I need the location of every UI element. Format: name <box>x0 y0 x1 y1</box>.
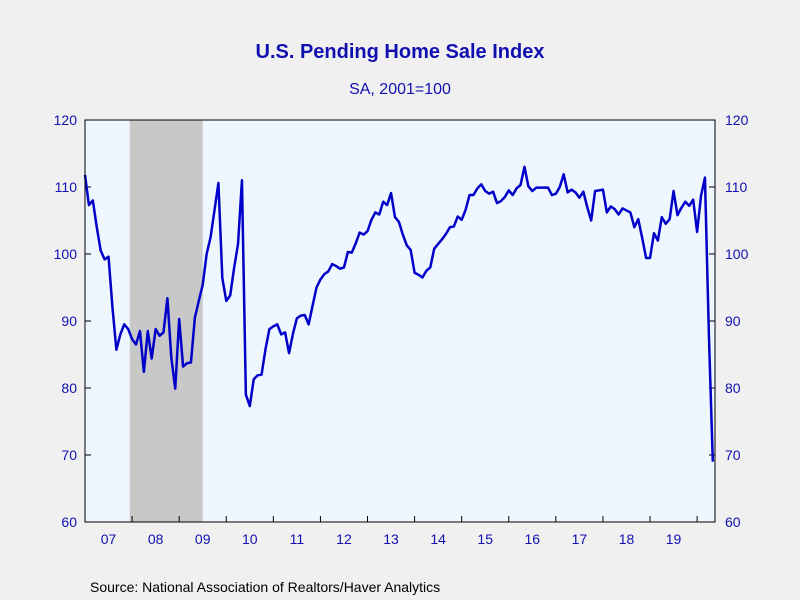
y-axis-left: 60 70 80 90 100 110 120 <box>54 112 91 530</box>
chart-title: U.S. Pending Home Sale Index <box>256 41 545 63</box>
x-tick-label: 15 <box>477 531 493 547</box>
x-tick-label: 12 <box>336 531 352 547</box>
series-line <box>83 165 715 462</box>
x-tick-label: 14 <box>430 531 446 547</box>
y-tick-label: 70 <box>725 447 741 463</box>
plot-frame <box>84 119 716 523</box>
chart-subtitle: SA, 2001=100 <box>349 81 451 98</box>
x-tick-label: 17 <box>572 531 588 547</box>
x-tick-label: 13 <box>383 531 399 547</box>
y-tick-label: 120 <box>725 112 749 128</box>
y-tick-label: 80 <box>725 380 741 396</box>
y-tick-label: 90 <box>61 313 77 329</box>
y-tick-label: 100 <box>725 246 749 262</box>
x-tick-label: 09 <box>195 531 211 547</box>
y-tick-label: 100 <box>54 246 78 262</box>
y-tick-label: 70 <box>61 447 77 463</box>
chart-source: Source: National Association of Realtors… <box>90 579 440 595</box>
x-tick-label: 11 <box>290 531 305 547</box>
y-tick-label: 60 <box>725 514 741 530</box>
x-tick-label: 10 <box>242 531 258 547</box>
x-axis: 07 08 09 10 11 12 13 14 15 16 17 18 19 <box>84 516 698 547</box>
x-tick-label: 08 <box>148 531 164 547</box>
x-tick-label: 19 <box>666 531 682 547</box>
y-tick-label: 90 <box>725 313 741 329</box>
x-tick-label: 18 <box>619 531 635 547</box>
y-tick-label: 120 <box>54 112 78 128</box>
y-axis-right: 60 70 80 90 100 110 120 <box>709 112 749 530</box>
y-tick-label: 110 <box>725 179 748 195</box>
y-tick-label: 110 <box>55 179 78 195</box>
x-tick-label: 07 <box>101 531 117 547</box>
y-tick-label: 80 <box>61 380 77 396</box>
recession-band <box>129 120 203 522</box>
x-tick-label: 16 <box>525 531 541 547</box>
y-tick-label: 60 <box>61 514 77 530</box>
